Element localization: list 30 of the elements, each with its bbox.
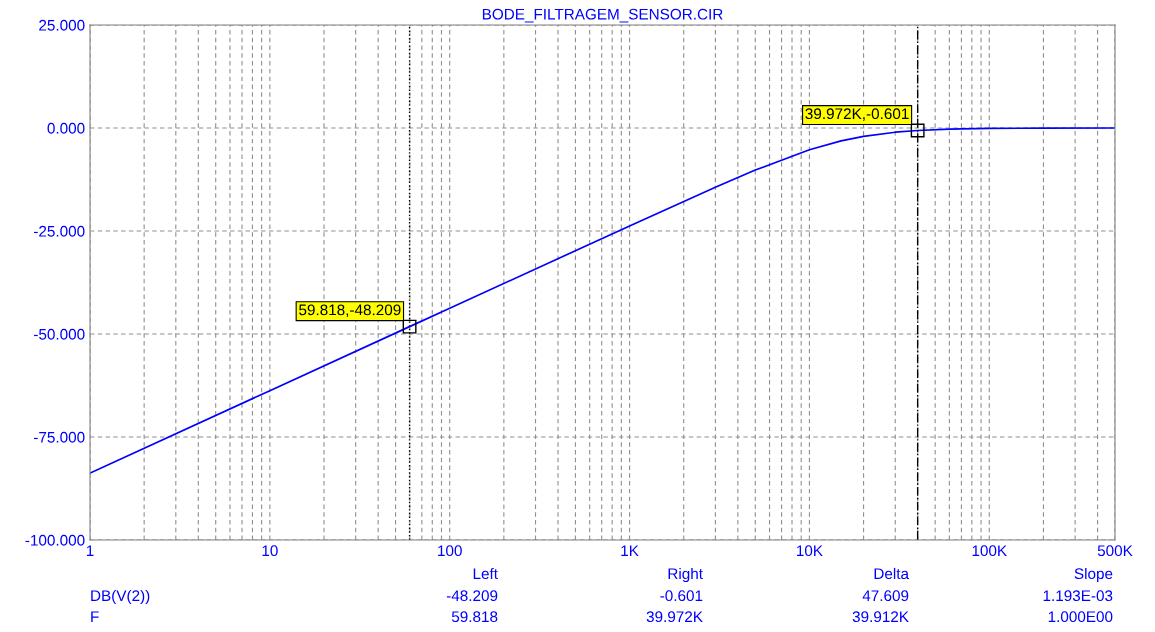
text: 47.609 <box>862 590 909 602</box>
text: 39.972K <box>646 611 703 623</box>
y-tick-label: -100.000 <box>25 534 85 546</box>
x-tick-label: 100 <box>438 545 462 557</box>
text: F <box>91 611 99 622</box>
y-tick-label: -75.000 <box>34 431 85 443</box>
y-tick-label: -25.000 <box>34 225 85 237</box>
annotation: 39.972K,-0.601 <box>805 108 909 121</box>
x-tick-label: 1K <box>621 545 639 556</box>
annotation: 59.818,-48.209 <box>299 304 401 318</box>
text: -48.209 <box>446 590 498 602</box>
text: Right <box>668 567 703 583</box>
y-tick-label: 0.000 <box>47 122 85 134</box>
text: -0.601 <box>660 590 703 602</box>
y-tick-label: 25.000 <box>39 19 85 31</box>
text: 1.193E-03 <box>1043 590 1113 602</box>
text: Slope <box>1074 567 1113 583</box>
x-tick-label: 10K <box>797 545 823 557</box>
y-tick-label: -50.000 <box>34 328 85 340</box>
x-tick-label: 10 <box>262 545 278 557</box>
text: Left <box>473 567 498 580</box>
text: 39.912K <box>852 611 909 623</box>
x-tick-label: 500K <box>1097 545 1133 557</box>
text: 59.818 <box>451 611 498 623</box>
x-tick-label: 1 <box>86 545 94 556</box>
text: 1.000E00 <box>1048 611 1113 623</box>
x-tick-label: 100K <box>972 545 1007 557</box>
chart-title: BODE_FILTRAGEM_SENSOR.CIR <box>482 8 723 23</box>
text: DB(V(2)) <box>91 589 150 605</box>
text: Delta <box>874 567 909 580</box>
